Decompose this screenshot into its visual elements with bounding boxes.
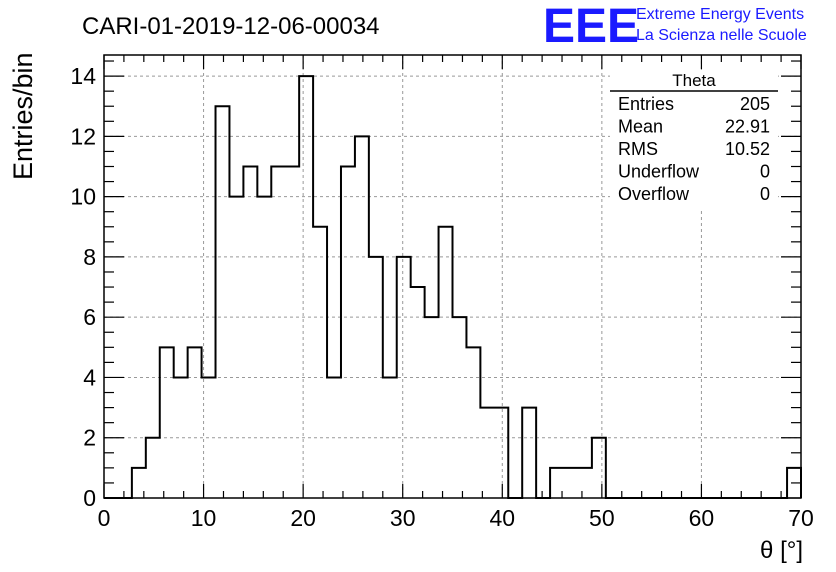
stats-row-label: Entries (618, 94, 674, 114)
stats-row-value: 0 (760, 184, 770, 204)
histogram-bin (564, 468, 578, 498)
stats-rows: Entries 205 Mean 22.91 RMS 10.52 Underflow 0 Ove… (618, 94, 770, 204)
y-tick-label: 0 (83, 485, 96, 511)
y-tick-label: 14 (70, 63, 96, 89)
histogram-bin (243, 167, 257, 498)
x-tick-labels: 0 10 20 30 40 50 60 70 (98, 505, 814, 531)
chart-title: CARI-01-2019-12-06-00034 (82, 13, 380, 40)
x-tick-label: 50 (589, 505, 615, 531)
histogram-bin (341, 167, 355, 498)
histogram-bin (355, 136, 369, 498)
histogram-bin (466, 347, 480, 498)
histogram-bin (383, 377, 397, 498)
x-tick-label: 20 (290, 505, 316, 531)
y-axis-label: Entries/bin (8, 52, 38, 180)
histogram-bin (327, 377, 341, 498)
stats-row-label: Overflow (618, 184, 690, 204)
histogram-bin (257, 197, 271, 498)
y-tick-label: 12 (70, 123, 96, 149)
histogram-bin (453, 317, 467, 498)
histogram-bin (313, 227, 327, 498)
histogram-bin (271, 167, 285, 498)
x-tick-label: 10 (191, 505, 217, 531)
stats-title: Theta (672, 71, 716, 90)
histogram-bin (411, 287, 425, 498)
stats-row-label: Mean (618, 117, 663, 137)
histogram-bin (188, 347, 202, 498)
histogram-bin (425, 317, 439, 498)
y-tick-label: 4 (83, 364, 96, 390)
y-tick-labels: 0 2 4 6 8 10 12 14 (70, 63, 96, 511)
x-tick-label: 40 (489, 505, 515, 531)
x-tick-label: 0 (98, 505, 111, 531)
frame-layer (103, 54, 802, 499)
x-tick-label: 70 (788, 505, 814, 531)
stats-row-value: 0 (760, 162, 770, 182)
x-tick-label: 30 (390, 505, 416, 531)
stats-box: Theta Entries 205 Mean 22.91 RMS 10.52 Underfl… (610, 71, 778, 211)
x-tick-label: 60 (689, 505, 715, 531)
eee-logo-line1: Extreme Energy Events (636, 6, 804, 23)
histogram-bin (494, 408, 508, 498)
histogram-bin (202, 377, 216, 498)
stats-row-value: 22.91 (725, 117, 770, 137)
stats-row-label: RMS (618, 139, 658, 159)
y-tick-label: 2 (83, 425, 96, 451)
histogram-bin (522, 408, 536, 498)
histogram-bin (578, 468, 592, 498)
histogram-bin (146, 438, 160, 498)
histogram-bin (216, 106, 230, 498)
stats-box-background (610, 71, 778, 211)
eee-logo: EEE Extreme Energy Events La Scienza nel… (543, 0, 807, 53)
eee-logo-mark: EEE (543, 0, 639, 53)
histogram-bin (397, 257, 411, 498)
histogram-bin (299, 76, 313, 498)
x-axis-label: θ [°] (760, 537, 803, 564)
y-tick-label: 8 (83, 244, 96, 270)
histogram-bin (480, 408, 494, 498)
eee-logo-line2: La Scienza nelle Scuole (636, 27, 807, 44)
histogram-bin (285, 167, 299, 498)
histogram-bin (174, 377, 188, 498)
histogram-bin (439, 227, 453, 498)
histogram-bin (369, 257, 383, 498)
histogram-bin (160, 347, 174, 498)
plot-frame (103, 54, 802, 499)
histogram-bin (229, 197, 243, 498)
stats-row-value: 205 (740, 94, 770, 114)
y-tick-label: 6 (83, 304, 96, 330)
histogram-bin (592, 438, 606, 498)
stats-row-value: 10.52 (725, 139, 770, 159)
stats-row-label: Underflow (618, 162, 700, 182)
y-tick-label: 10 (70, 184, 96, 210)
